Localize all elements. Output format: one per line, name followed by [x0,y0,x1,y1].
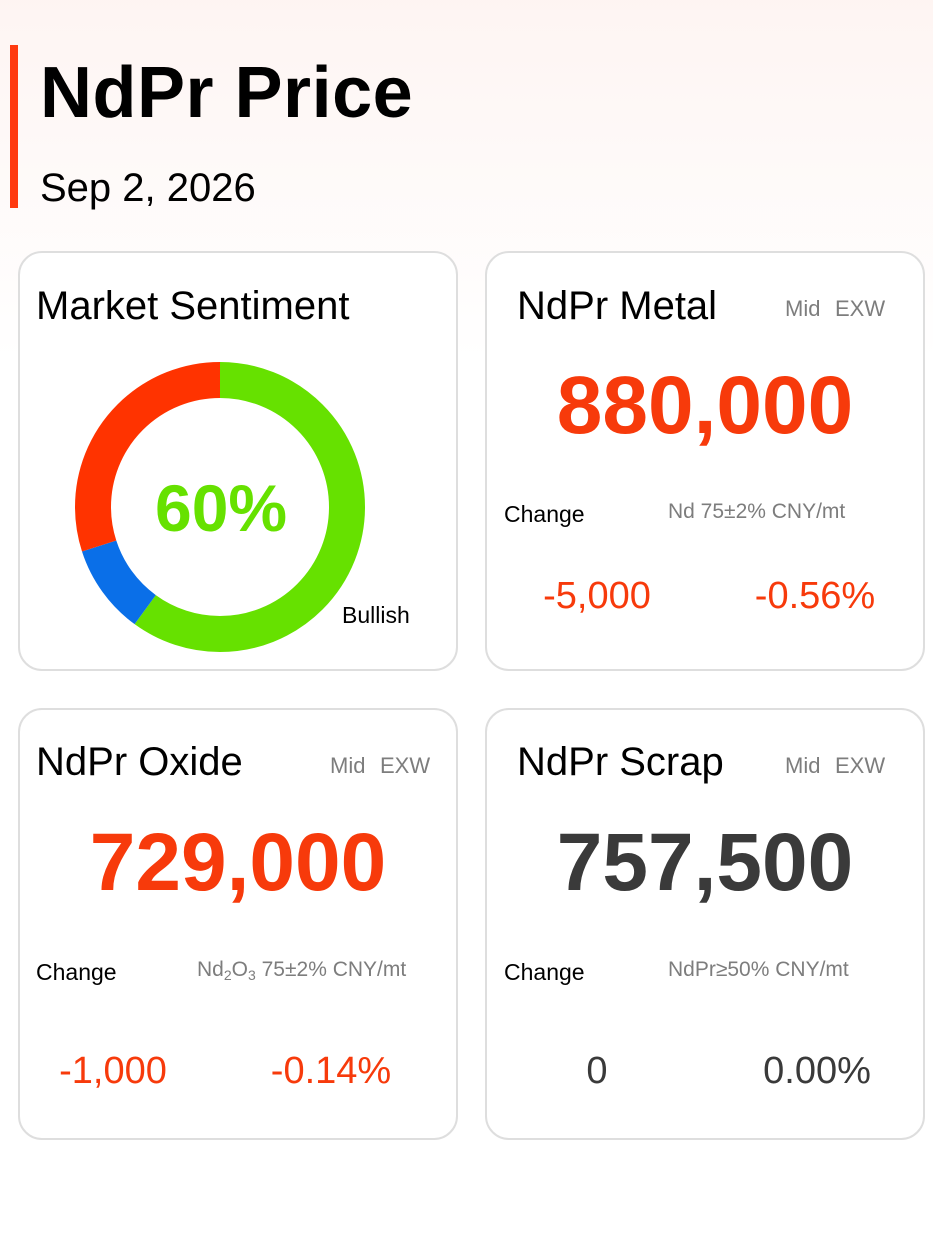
card-title: NdPr Oxide [36,740,243,784]
change-label: Change [504,959,585,985]
mid-tag: Mid [785,753,821,778]
ndpr-scrap-card[interactable]: NdPr Scrap Mid EXW 757,500 Change NdPr≥5… [485,708,925,1140]
price-value: 729,000 [89,817,387,908]
price-spec: NdPr≥50% CNY/mt [668,958,849,981]
sentiment-percent: 60% [155,471,288,545]
sentiment-caption: Bullish [342,602,410,628]
card-title: NdPr Scrap [517,740,724,784]
card-title: Market Sentiment [36,284,350,328]
price-value: 757,500 [556,817,854,908]
exw-tag: EXW [835,296,886,321]
page-title: NdPr Price [40,53,414,133]
change-percent: -0.14% [270,1050,392,1092]
change-percent: -0.56% [754,575,876,617]
donut-segment-bearish [75,362,365,652]
market-sentiment-card[interactable]: Market Sentiment 60% Bullish [18,251,458,671]
change-absolute: -5,000 [543,575,651,617]
mid-tag: Mid [785,296,821,321]
exw-tag: EXW [380,753,431,778]
title-accent-bar [10,45,18,208]
page-date: Sep 2, 2026 [40,166,256,210]
card-title: NdPr Metal [517,284,718,328]
change-absolute: -1,000 [59,1050,167,1092]
exw-tag: EXW [835,753,886,778]
change-absolute: 0 [586,1050,608,1092]
change-label: Change [36,959,117,985]
price-spec: Nd2O3 75±2% CNY/mt [197,958,407,983]
price-spec: Nd 75±2% CNY/mt [668,500,846,523]
price-value: 880,000 [556,360,854,451]
ndpr-oxide-card[interactable]: NdPr Oxide Mid EXW 729,000 Change Nd2O3 … [18,708,458,1140]
mid-tag: Mid [330,753,366,778]
ndpr-metal-card[interactable]: NdPr Metal Mid EXW 880,000 Change Nd 75±… [485,251,925,671]
sentiment-donut-chart [75,362,365,652]
change-label: Change [504,501,585,527]
change-percent: 0.00% [763,1050,871,1092]
